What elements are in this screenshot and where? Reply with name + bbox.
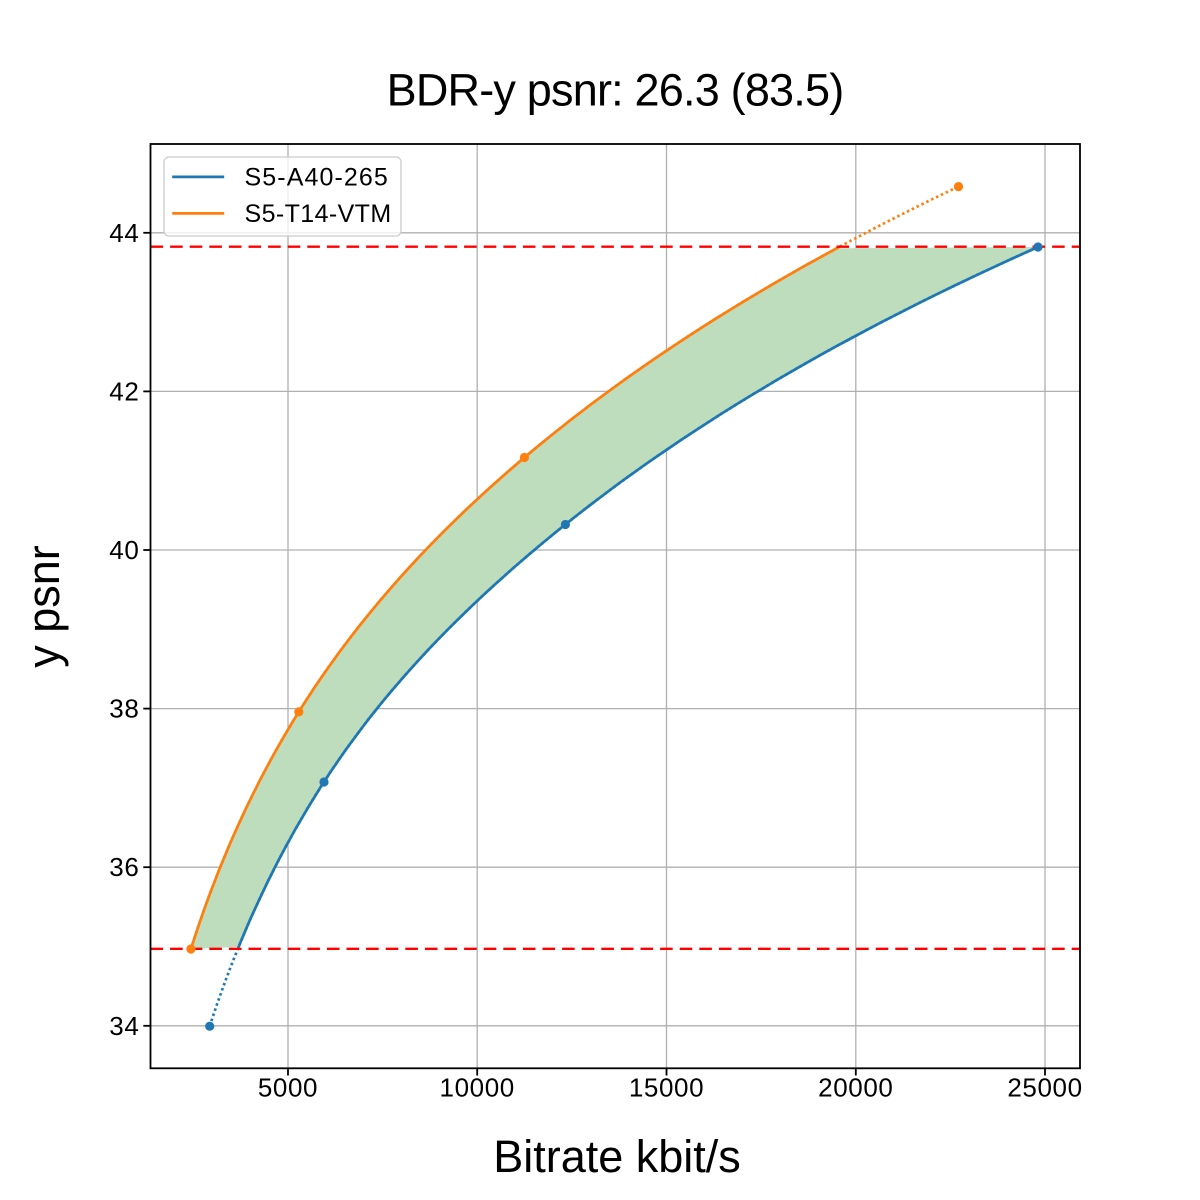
svg-text:42: 42 <box>109 376 139 406</box>
svg-text:20000: 20000 <box>818 1073 893 1103</box>
svg-text:5000: 5000 <box>258 1073 318 1103</box>
svg-text:34: 34 <box>109 1011 139 1041</box>
svg-text:15000: 15000 <box>629 1073 704 1103</box>
svg-text:S5-T14-VTM: S5-T14-VTM <box>245 200 392 228</box>
svg-text:BDR-y psnr: 26.3 (83.5): BDR-y psnr: 26.3 (83.5) <box>387 64 844 115</box>
svg-text:40: 40 <box>109 535 139 565</box>
svg-text:S5-A40-265: S5-A40-265 <box>245 163 389 191</box>
svg-text:44: 44 <box>109 218 139 248</box>
svg-text:10000: 10000 <box>440 1073 515 1103</box>
svg-text:36: 36 <box>109 852 139 882</box>
svg-text:y psnr: y psnr <box>18 545 69 668</box>
svg-text:25000: 25000 <box>1007 1073 1082 1103</box>
svg-text:Bitrate kbit/s: Bitrate kbit/s <box>493 1131 741 1182</box>
svg-text:38: 38 <box>109 694 139 724</box>
